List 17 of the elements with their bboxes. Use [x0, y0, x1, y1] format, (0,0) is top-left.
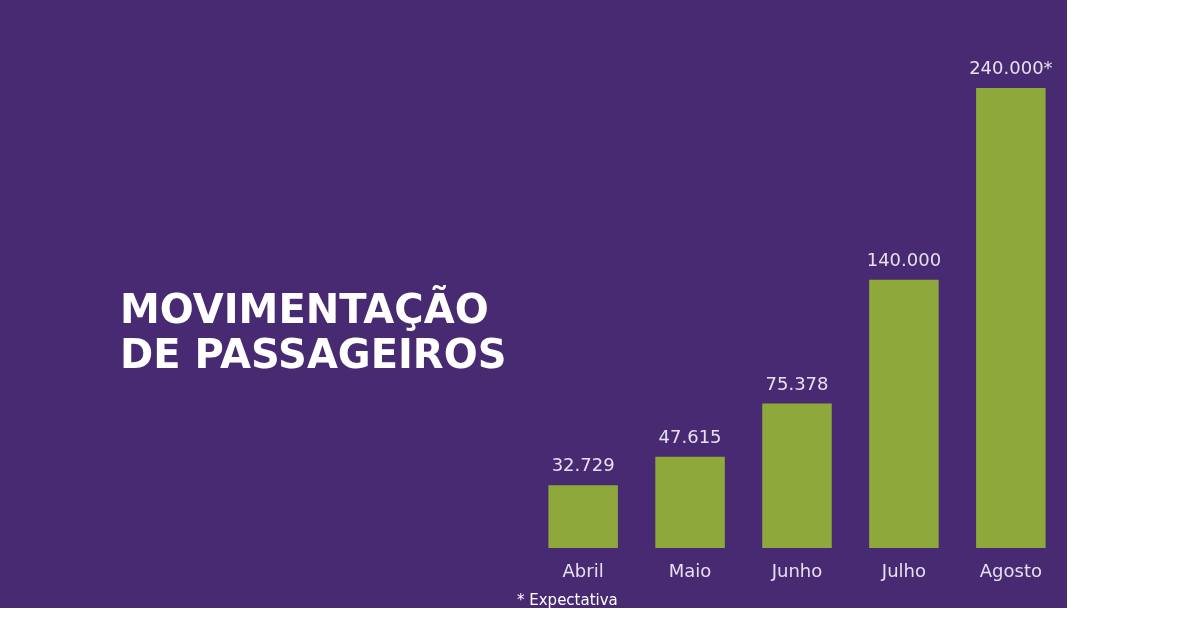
text: * Expectativa: [517, 591, 618, 609]
x-tick-label: Maio: [668, 559, 712, 581]
x-tick-label: Junho: [770, 559, 823, 581]
bar: [976, 88, 1046, 548]
data-label: 240.000*: [969, 57, 1053, 78]
data-label: 140.000: [866, 248, 942, 270]
x-tick-label: Agosto: [979, 559, 1042, 581]
x-tick-label: Abril: [562, 559, 604, 581]
bar: [548, 485, 618, 548]
data-label: 75.378: [765, 372, 829, 394]
x-tick-label: Julho: [880, 559, 926, 581]
bar: [655, 456, 725, 548]
data-label: 32.729: [551, 454, 615, 476]
bar: [762, 403, 832, 548]
data-label: 47.615: [658, 425, 722, 447]
text: MOVIMENTAÇÃO DE PASSAGEIROS: [120, 283, 507, 377]
bar: [869, 279, 939, 548]
